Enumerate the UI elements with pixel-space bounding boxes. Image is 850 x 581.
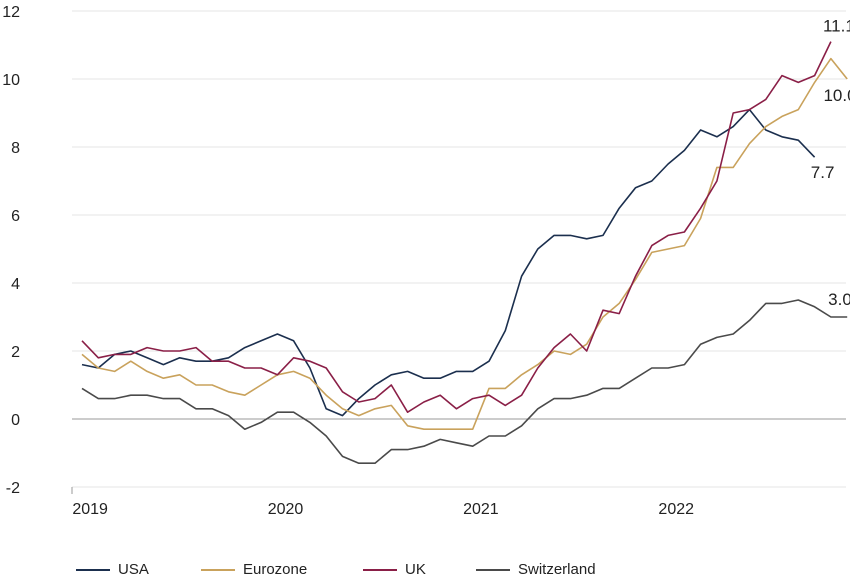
end-labels: 7.7 10.0 11.1 3.0: [811, 17, 850, 309]
legend-swatch-eurozone: [201, 568, 235, 571]
legend-item-switzerland: Switzerland: [476, 561, 596, 578]
y-tick-label: 2: [11, 344, 20, 361]
y-tick-label: 6: [11, 208, 20, 225]
x-tick-label: 2019: [72, 501, 108, 518]
line-chart: -2 0 2 4 6 8 10 12 2019 2020 2021 2022 7.7 10.0 11.1…: [2, 4, 850, 518]
x-tick-label: 2021: [463, 501, 499, 518]
x-tick-label: 2022: [658, 501, 694, 518]
series-line-switzerland: [81, 299, 848, 465]
legend-item-usa: USA: [76, 561, 201, 578]
legend-label-usa: USA: [118, 561, 149, 578]
y-tick-label: 0: [11, 412, 20, 429]
series-line-usa: [81, 108, 816, 417]
legend-item-eurozone: Eurozone: [201, 561, 363, 578]
y-axis-ticks: -2 0 2 4 6 8 10 12: [2, 4, 20, 497]
y-tick-label: 10: [2, 72, 20, 89]
legend-swatch-usa: [76, 568, 110, 571]
legend-swatch-uk: [363, 568, 397, 571]
end-label-uk: 11.1: [823, 17, 850, 36]
end-label-usa: 7.7: [811, 163, 835, 182]
y-tick-label: 8: [11, 140, 20, 157]
y-tick-label: 12: [2, 4, 20, 21]
legend-label-eurozone: Eurozone: [243, 561, 308, 578]
y-tick-label: 4: [11, 276, 20, 293]
series-line-uk: [81, 41, 832, 414]
legend-label-uk: UK: [405, 561, 426, 578]
end-label-eurozone: 10.0: [823, 86, 850, 105]
legend-swatch-switzerland: [476, 568, 510, 571]
legend-item-uk: UK: [363, 561, 476, 578]
series-lines: [81, 41, 848, 465]
legend: USA Eurozone UK Switzerland: [76, 561, 596, 578]
legend-label-switzerland: Switzerland: [518, 561, 596, 578]
gridlines: [72, 10, 846, 488]
x-axis-ticks: 2019 2020 2021 2022: [71, 487, 694, 518]
y-tick-label: -2: [6, 480, 20, 497]
x-tick-label: 2020: [268, 501, 304, 518]
end-label-switzerland: 3.0: [828, 290, 850, 309]
